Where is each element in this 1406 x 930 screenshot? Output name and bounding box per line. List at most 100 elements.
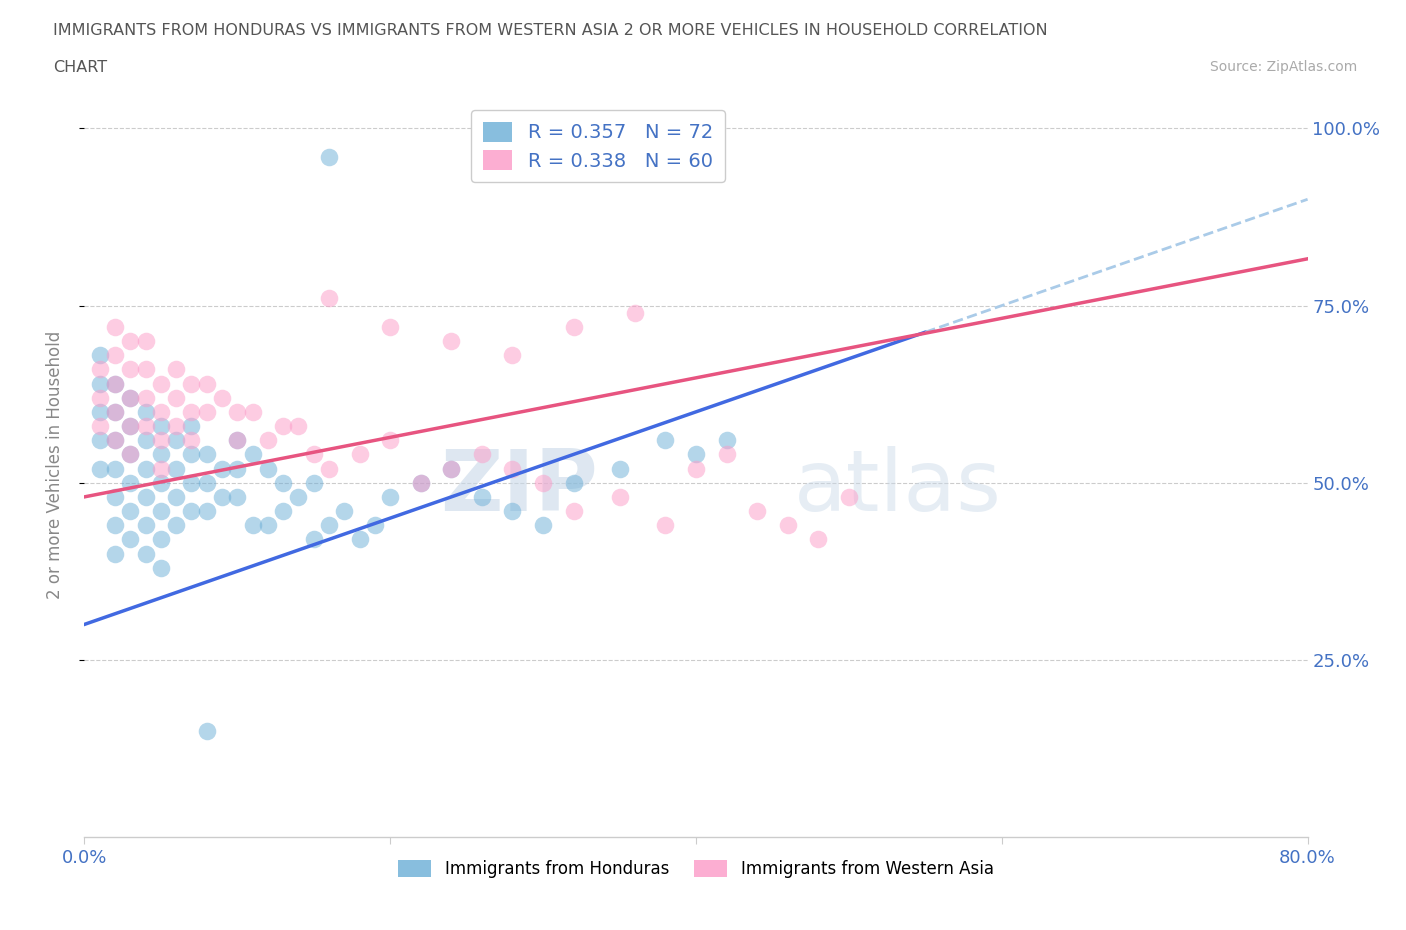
Point — [211, 391, 233, 405]
Point — [195, 447, 218, 462]
Point — [180, 432, 202, 447]
Point — [149, 432, 172, 447]
Point — [685, 461, 707, 476]
Point — [226, 405, 249, 419]
Point — [531, 475, 554, 490]
Point — [440, 334, 463, 349]
Point — [120, 334, 142, 349]
Point — [609, 489, 631, 504]
Point — [120, 418, 142, 433]
Text: ZIP: ZIP — [440, 445, 598, 529]
Point — [89, 348, 111, 363]
Point — [807, 532, 830, 547]
Y-axis label: 2 or more Vehicles in Household: 2 or more Vehicles in Household — [45, 331, 63, 599]
Point — [104, 461, 127, 476]
Point — [165, 518, 187, 533]
Point — [271, 504, 294, 519]
Point — [562, 319, 585, 334]
Point — [333, 504, 356, 519]
Point — [180, 405, 202, 419]
Point — [165, 391, 187, 405]
Point — [624, 305, 647, 320]
Point — [609, 461, 631, 476]
Point — [685, 447, 707, 462]
Point — [89, 391, 111, 405]
Point — [211, 489, 233, 504]
Point — [226, 489, 249, 504]
Point — [195, 724, 218, 738]
Point — [149, 461, 172, 476]
Point — [149, 504, 172, 519]
Point — [104, 405, 127, 419]
Point — [226, 461, 249, 476]
Point — [165, 461, 187, 476]
Point — [257, 518, 280, 533]
Point — [180, 418, 202, 433]
Point — [104, 319, 127, 334]
Point — [180, 504, 202, 519]
Point — [104, 405, 127, 419]
Point — [89, 405, 111, 419]
Point — [135, 391, 157, 405]
Point — [135, 432, 157, 447]
Point — [149, 560, 172, 575]
Point — [776, 518, 799, 533]
Point — [89, 376, 111, 391]
Point — [318, 291, 340, 306]
Point — [242, 405, 264, 419]
Point — [409, 475, 432, 490]
Point — [195, 376, 218, 391]
Point — [149, 418, 172, 433]
Point — [654, 432, 676, 447]
Point — [135, 546, 157, 561]
Point — [380, 319, 402, 334]
Point — [120, 391, 142, 405]
Point — [380, 432, 402, 447]
Point — [120, 475, 142, 490]
Point — [149, 376, 172, 391]
Point — [257, 432, 280, 447]
Point — [716, 447, 738, 462]
Point — [562, 475, 585, 490]
Point — [257, 461, 280, 476]
Point — [747, 504, 769, 519]
Point — [104, 518, 127, 533]
Point — [195, 475, 218, 490]
Point — [89, 432, 111, 447]
Point — [471, 447, 494, 462]
Point — [120, 532, 142, 547]
Point — [302, 447, 325, 462]
Point — [104, 376, 127, 391]
Point — [211, 461, 233, 476]
Text: atlas: atlas — [794, 445, 1002, 529]
Point — [180, 447, 202, 462]
Point — [364, 518, 387, 533]
Point — [716, 432, 738, 447]
Legend: Immigrants from Honduras, Immigrants from Western Asia: Immigrants from Honduras, Immigrants fro… — [391, 853, 1001, 884]
Point — [654, 518, 676, 533]
Point — [302, 532, 325, 547]
Point — [287, 418, 309, 433]
Point — [471, 489, 494, 504]
Point — [318, 461, 340, 476]
Point — [180, 376, 202, 391]
Point — [195, 405, 218, 419]
Point — [120, 391, 142, 405]
Point — [838, 489, 860, 504]
Point — [318, 518, 340, 533]
Point — [409, 475, 432, 490]
Point — [120, 504, 142, 519]
Point — [104, 376, 127, 391]
Point — [120, 362, 142, 377]
Point — [149, 532, 172, 547]
Point — [120, 447, 142, 462]
Text: Source: ZipAtlas.com: Source: ZipAtlas.com — [1209, 60, 1357, 74]
Point — [149, 405, 172, 419]
Point — [104, 348, 127, 363]
Point — [120, 447, 142, 462]
Point — [135, 489, 157, 504]
Point — [89, 362, 111, 377]
Point — [89, 418, 111, 433]
Point — [502, 461, 524, 476]
Point — [104, 432, 127, 447]
